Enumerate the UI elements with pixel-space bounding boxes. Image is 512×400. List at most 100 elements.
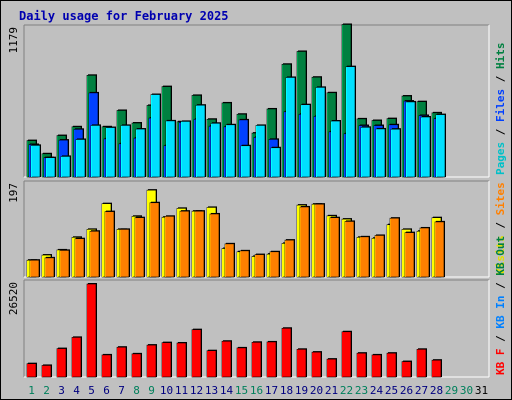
bar-kb-f-day-10 [161, 342, 172, 378]
bar-pages-day-28 [435, 114, 446, 178]
bar-pages-day-23 [360, 126, 371, 178]
bar-pages-day-21 [330, 120, 341, 178]
bar-pages-day-10 [165, 120, 176, 178]
x-tick-label-day-20: 20 [310, 384, 323, 397]
bar-kb-f-day-25 [386, 352, 397, 378]
x-tick-label-day-4: 4 [73, 384, 80, 397]
bar-pages-day-18 [285, 77, 296, 178]
bar-pages-day-20 [315, 87, 326, 178]
panel-1-side-legend: Pages / Files / Hits [494, 43, 507, 176]
bar-kb-f-day-26 [401, 361, 412, 378]
side-legend-part-2: KB In [494, 296, 507, 329]
bar-pages-day-19 [300, 104, 311, 178]
bar-sites-day-13 [209, 213, 220, 278]
x-tick-label-day-17: 17 [265, 384, 278, 397]
x-tick-label-day-22: 22 [340, 384, 353, 397]
side-legend-part-3: / [494, 276, 507, 296]
bar-pages-day-4 [75, 139, 86, 178]
bar-sites-day-4 [74, 238, 85, 278]
x-tick-label-day-24: 24 [370, 384, 384, 397]
x-tick-label-day-30: 30 [460, 384, 473, 397]
x-tick-label-day-6: 6 [103, 384, 110, 397]
bar-sites-day-12 [194, 210, 205, 278]
bar-kb-f-day-3 [56, 348, 67, 378]
x-tick-label-day-25: 25 [385, 384, 398, 397]
bar-kb-f-day-22 [341, 331, 352, 378]
x-tick-label-day-7: 7 [118, 384, 125, 397]
x-tick-label-day-14: 14 [220, 384, 234, 397]
bar-kb-f-day-24 [371, 354, 382, 378]
bar-sites-day-1 [29, 259, 40, 278]
bar-sites-day-3 [59, 250, 70, 278]
side-legend-part-0: Pages [494, 142, 507, 175]
x-tick-label-day-21: 21 [325, 384, 338, 397]
bar-kb-f-day-23 [356, 352, 367, 378]
x-tick-label-day-27: 27 [415, 384, 428, 397]
x-tick-label-day-13: 13 [205, 384, 218, 397]
bar-sites-day-27 [419, 227, 430, 278]
panel-3-side-legend: KB F / KB In / KB Out [494, 236, 507, 375]
bar-pages-day-8 [135, 128, 146, 178]
x-tick-label-day-11: 11 [175, 384, 188, 397]
bar-pages-day-24 [375, 128, 386, 178]
bar-pages-day-11 [180, 121, 191, 178]
bar-pages-day-26 [405, 101, 416, 178]
bar-kb-f-day-16 [251, 341, 262, 378]
x-tick-label-day-3: 3 [58, 384, 65, 397]
bar-kb-f-day-15 [236, 347, 247, 378]
bar-kb-f-day-12 [191, 329, 202, 378]
bar-sites-day-23 [359, 236, 370, 278]
bar-kb-f-day-17 [266, 341, 277, 378]
bar-pages-day-27 [420, 116, 431, 178]
x-tick-label-day-31: 31 [475, 384, 488, 397]
bar-pages-day-1 [30, 145, 41, 178]
x-tick-label-day-29: 29 [445, 384, 458, 397]
bar-kb-f-day-19 [296, 348, 307, 378]
x-tick-label-day-9: 9 [148, 384, 155, 397]
bar-pages-day-14 [225, 124, 236, 178]
bar-pages-day-9 [150, 94, 161, 178]
bar-sites-day-14 [224, 243, 235, 278]
bar-kb-f-day-8 [131, 353, 142, 378]
bar-pages-day-3 [60, 156, 71, 178]
bar-sites-day-6 [104, 211, 115, 278]
bar-kb-f-day-27 [416, 348, 427, 378]
bar-kb-f-day-2 [41, 365, 52, 378]
x-tick-label-day-18: 18 [280, 384, 293, 397]
side-legend-part-3: / [494, 69, 507, 89]
bar-kb-f-day-9 [146, 344, 157, 378]
side-legend-part-1: / [494, 329, 507, 349]
bar-sites-day-26 [404, 232, 415, 278]
bar-sites-day-22 [344, 221, 355, 278]
x-tick-label-day-5: 5 [88, 384, 95, 397]
bar-kb-f-day-11 [176, 342, 187, 378]
side-legend-part-1: / [494, 215, 507, 235]
x-tick-label-day-12: 12 [190, 384, 203, 397]
bar-pages-day-16 [255, 125, 266, 178]
bar-sites-day-24 [374, 235, 385, 278]
bar-kb-f-day-4 [71, 337, 82, 378]
bar-kb-f-day-21 [326, 358, 337, 378]
bar-kb-f-day-5 [86, 283, 97, 378]
bar-kb-f-day-20 [311, 351, 322, 378]
bar-sites-day-17 [269, 251, 280, 278]
bar-kb-f-day-6 [101, 354, 112, 378]
bar-sites-day-11 [179, 210, 190, 278]
bar-kb-f-day-18 [281, 327, 292, 378]
bar-sites-day-18 [284, 239, 295, 278]
side-legend-part-2: Sites [494, 182, 507, 215]
bar-pages-day-12 [195, 104, 206, 178]
bar-sites-day-16 [254, 254, 265, 278]
x-tick-label-day-23: 23 [355, 384, 368, 397]
bar-sites-day-7 [119, 229, 130, 278]
bar-pages-day-25 [390, 128, 401, 178]
bar-pages-day-13 [210, 122, 221, 178]
bar-kb-f-day-14 [221, 340, 232, 378]
bar-kb-f-day-1 [26, 363, 37, 378]
x-tick-label-day-1: 1 [28, 384, 35, 397]
bar-kb-f-day-7 [116, 346, 127, 378]
x-tick-label-day-15: 15 [235, 384, 248, 397]
bar-pages-day-22 [345, 66, 356, 178]
bar-pages-day-5 [90, 125, 101, 178]
